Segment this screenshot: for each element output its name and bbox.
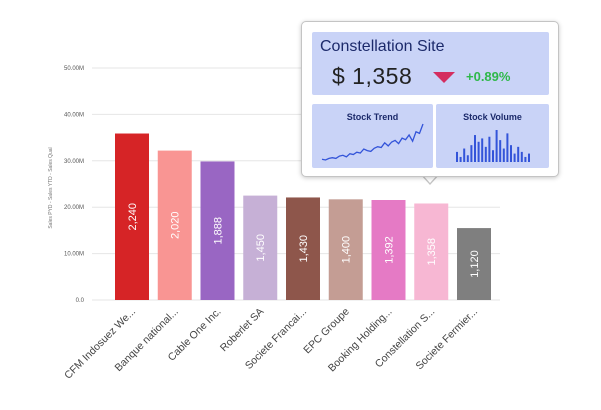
volume-bar xyxy=(499,140,502,162)
stock-volume-bars xyxy=(456,130,530,162)
y-tick-label: 30.00M xyxy=(64,159,84,165)
value-labels: 2,240 2,020 1,888 1,450 1,430 1,400 1,392 1,358… xyxy=(127,203,481,278)
bar[interactable] xyxy=(328,199,363,300)
bar-value-label: 1,120 xyxy=(469,250,481,278)
bar[interactable] xyxy=(115,133,149,300)
stock-trend-sparkline xyxy=(321,123,424,161)
volume-bar xyxy=(502,148,505,162)
bar[interactable] xyxy=(457,228,491,300)
volume-bar xyxy=(506,133,509,162)
y-tick-label: 10.00M xyxy=(64,252,84,258)
tooltip-price: $ 1,358 xyxy=(332,63,413,89)
tooltip-header: Constellation Site $ 1,358 +0.89% xyxy=(312,32,549,95)
x-tick-label: CFM Indosuez We... xyxy=(62,306,138,382)
stock-volume-panel: Stock Volume xyxy=(436,104,549,168)
volume-bar xyxy=(474,135,476,162)
bar-value-label: 1,400 xyxy=(341,236,353,264)
bar[interactable] xyxy=(371,200,406,300)
stock-volume-title: Stock Volume xyxy=(463,112,522,122)
stock-tooltip: Constellation Site $ 1,358 +0.89% Stock … xyxy=(301,21,559,177)
volume-bar xyxy=(484,146,487,162)
volume-bar xyxy=(481,138,484,162)
stock-trend-panel: Stock Trend xyxy=(312,104,433,168)
y-tick-label: 40.00M xyxy=(64,112,84,118)
volume-bar xyxy=(495,130,498,162)
y-tick-label: 0.0 xyxy=(76,298,85,304)
down-arrow-icon xyxy=(433,72,455,83)
y-axis-title: Sales PYD - Sales YTD - Sales Qual xyxy=(48,147,54,228)
volume-bar xyxy=(517,146,520,162)
bar-value-label: 1,888 xyxy=(213,217,225,245)
bar[interactable] xyxy=(286,197,320,300)
volume-bar xyxy=(513,153,516,162)
volume-bar xyxy=(510,145,512,162)
volume-bar xyxy=(456,151,458,162)
bar[interactable] xyxy=(200,161,235,300)
bar-value-label: 1,430 xyxy=(298,235,310,263)
bar-value-label: 1,450 xyxy=(255,234,267,262)
trend-line xyxy=(321,123,424,161)
tooltip-title: Constellation Site xyxy=(320,38,445,55)
volume-bar xyxy=(520,151,523,162)
tooltip-change: +0.89% xyxy=(466,69,511,84)
bar-value-label: 1,392 xyxy=(384,236,396,264)
y-tick-label: 50.00M xyxy=(64,66,84,72)
x-axis-labels: CFM Indosuez We...Banque national...Cabl… xyxy=(62,306,480,382)
volume-bar xyxy=(492,150,494,162)
bar[interactable] xyxy=(414,203,449,300)
stock-trend-title: Stock Trend xyxy=(346,112,399,122)
volume-bar xyxy=(463,148,466,162)
y-tick-label: 20.00M xyxy=(64,205,84,211)
volume-bar xyxy=(466,155,469,162)
volume-bar xyxy=(528,153,530,162)
volume-bar xyxy=(488,136,491,162)
bar-value-label: 2,020 xyxy=(170,212,182,240)
bar-value-label: 2,240 xyxy=(127,203,139,231)
tooltip-pointer-fill xyxy=(421,173,439,183)
volume-bar xyxy=(524,156,527,162)
bar-value-label: 1,358 xyxy=(426,238,438,266)
bar[interactable] xyxy=(243,195,278,300)
volume-bar xyxy=(477,141,480,162)
bars[interactable] xyxy=(115,133,491,300)
volume-bar xyxy=(459,156,462,162)
volume-bar xyxy=(470,145,473,162)
bar[interactable] xyxy=(157,150,192,300)
y-axis-ticks: 0.0 10.00M 20.00M 30.00M 40.00M 50.00M xyxy=(64,66,85,304)
